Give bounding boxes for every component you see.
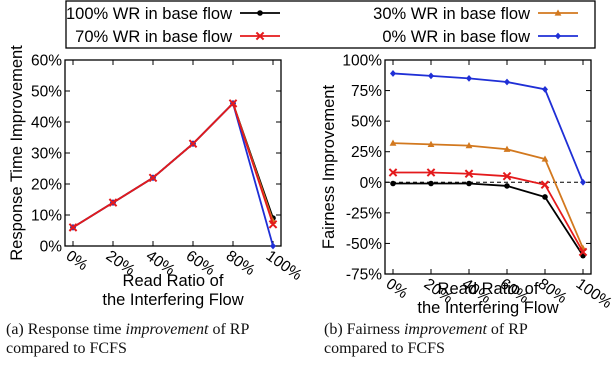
data-point bbox=[541, 155, 549, 162]
legend-label: 0% WR in base flow bbox=[382, 28, 530, 46]
y-tick-label: -75% bbox=[346, 267, 382, 284]
y-tick-label: 40% bbox=[31, 115, 62, 132]
data-point bbox=[580, 178, 586, 186]
data-point bbox=[108, 198, 118, 207]
series-1 bbox=[389, 139, 587, 251]
legend-marker bbox=[555, 32, 561, 40]
legend-entry: 30% WR in base flow bbox=[373, 5, 578, 23]
series-3 bbox=[70, 100, 276, 250]
y-tick-label: 20% bbox=[31, 177, 62, 194]
x-tick-label: 100% bbox=[573, 275, 615, 312]
data-point bbox=[428, 180, 434, 187]
data-point bbox=[428, 72, 434, 80]
x-tick-label: 80% bbox=[223, 247, 258, 279]
data-point bbox=[426, 168, 436, 177]
data-point bbox=[504, 183, 510, 189]
y-tick-label: -50% bbox=[346, 236, 382, 253]
legend-entry: 70% WR in base flow bbox=[75, 28, 280, 46]
y-tick-label: 0% bbox=[360, 175, 383, 192]
data-point bbox=[389, 139, 397, 146]
data-point bbox=[542, 85, 548, 93]
series-2 bbox=[68, 99, 278, 232]
series-line bbox=[72, 101, 274, 229]
legend-marker bbox=[257, 10, 263, 16]
data-point bbox=[466, 74, 472, 82]
series-0 bbox=[390, 180, 586, 259]
data-point bbox=[390, 180, 396, 187]
data-point bbox=[542, 194, 548, 200]
series-line bbox=[392, 142, 584, 249]
x-axis-label: Read Ratio of bbox=[438, 280, 539, 298]
data-point bbox=[578, 247, 588, 257]
plot-frame bbox=[384, 59, 592, 275]
data-point bbox=[390, 70, 396, 77]
y-axis-label: Response Time Improvement bbox=[8, 45, 26, 261]
chart-a: 0%10%20%30%40%50%60%0% 20% 40% 60% 80% 100%Re… bbox=[8, 45, 305, 309]
legend: 100% WR in base flow 30% WR in base flow 7… bbox=[65, 0, 596, 49]
legend-marker bbox=[255, 31, 265, 41]
chart-b: -75%-50%-25%0%25%50%75%100%0% 20% 40% 60% 80… bbox=[320, 53, 615, 318]
y-tick-label: 60% bbox=[31, 53, 62, 70]
x-axis-label: the Interfering Flow bbox=[417, 299, 558, 317]
y-tick-label: 25% bbox=[351, 144, 382, 161]
data-point bbox=[388, 168, 398, 177]
legend-label: 100% WR in base flow bbox=[66, 5, 232, 23]
x-axis-label: the Interfering Flow bbox=[102, 291, 243, 309]
data-point bbox=[503, 145, 511, 152]
y-axis-label: Fairness Improvement bbox=[320, 85, 338, 250]
series-line bbox=[72, 101, 274, 247]
legend-label: 70% WR in base flow bbox=[75, 28, 232, 46]
legend-entry: 100% WR in base flow bbox=[66, 5, 280, 23]
data-point bbox=[148, 173, 158, 183]
y-tick-label: 75% bbox=[351, 83, 382, 100]
data-point bbox=[540, 180, 550, 190]
data-point bbox=[268, 219, 278, 229]
y-tick-label: -25% bbox=[346, 205, 382, 222]
series-line bbox=[393, 171, 584, 253]
legend-label: 30% WR in base flow bbox=[373, 5, 530, 23]
data-point bbox=[427, 140, 435, 147]
data-point bbox=[502, 171, 512, 181]
y-tick-label: 10% bbox=[31, 208, 62, 225]
legend-marker bbox=[554, 9, 562, 16]
data-point bbox=[188, 139, 198, 149]
data-point bbox=[270, 242, 276, 250]
x-tick-label: 0% bbox=[383, 275, 411, 302]
y-tick-label: 0% bbox=[40, 239, 63, 256]
series-3 bbox=[390, 70, 586, 186]
data-point bbox=[504, 78, 510, 86]
y-tick-label: 100% bbox=[342, 53, 382, 70]
series-2 bbox=[388, 168, 588, 257]
data-point bbox=[465, 142, 473, 149]
series-line bbox=[392, 72, 584, 183]
y-tick-label: 50% bbox=[351, 114, 382, 131]
y-tick-label: 50% bbox=[31, 84, 62, 101]
data-point bbox=[466, 180, 472, 187]
x-axis-label: Read Ratio of bbox=[123, 272, 224, 290]
series-line bbox=[393, 182, 584, 257]
x-tick-label: 100% bbox=[263, 247, 305, 284]
caption-b: (b) Fairness improvement of RP compared … bbox=[324, 321, 528, 357]
y-tick-label: 30% bbox=[31, 146, 62, 163]
data-point bbox=[464, 169, 474, 179]
legend-entry: 0% WR in base flow bbox=[382, 28, 578, 46]
data-point bbox=[68, 223, 78, 232]
caption-a: (a) Response time improvement of RP comp… bbox=[6, 321, 249, 357]
legend-box bbox=[65, 0, 596, 49]
data-point bbox=[228, 99, 238, 108]
x-tick-label: 0% bbox=[63, 247, 91, 274]
